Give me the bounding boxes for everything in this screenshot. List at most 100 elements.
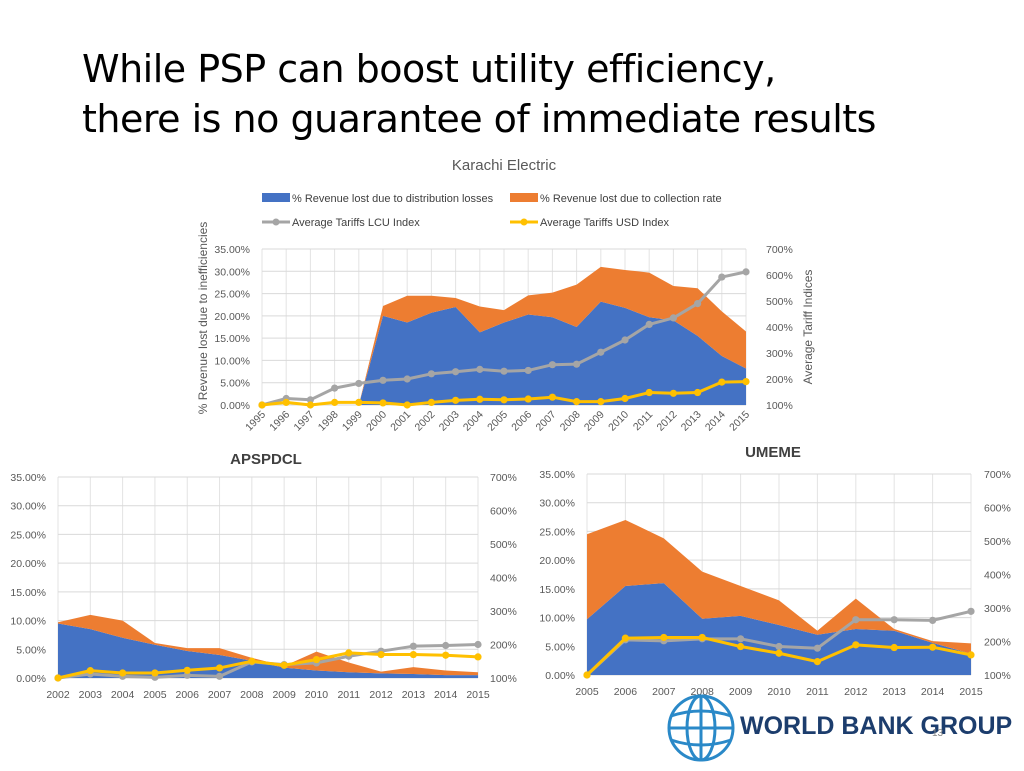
x-tick-label: 2011 [806, 686, 829, 698]
point-usd-index [524, 395, 532, 403]
point-usd-index [403, 401, 411, 409]
x-tick-label: 2001 [388, 409, 413, 434]
legend-label: Average Tariffs USD Index [540, 217, 670, 229]
y-tick-label: 20.00% [539, 555, 575, 567]
y2-axis-label: Average Tariff Indices [801, 270, 815, 385]
legend-item: % Revenue lost due to distribution losse… [262, 193, 494, 205]
point-usd-index [597, 398, 605, 406]
y-tick-label: 10.00% [214, 355, 250, 367]
area-distribution-losses [58, 623, 478, 678]
y-tick-label: 0.00% [545, 670, 575, 682]
point-usd-index [474, 653, 482, 661]
point-lcu-index [775, 642, 783, 651]
y-axis-label: % Revenue lost due to inefficiencies [196, 222, 210, 415]
x-tick-label: 2009 [729, 686, 753, 698]
point-lcu-index [500, 367, 508, 375]
chart-title-apspdcl: APSPDCL [230, 451, 302, 468]
x-tick-label: 2013 [402, 689, 426, 701]
y2-tick-label: 400% [766, 322, 793, 334]
x-tick-label: 2014 [921, 686, 945, 698]
y-tick-label: 35.00% [214, 244, 250, 256]
point-usd-index [379, 399, 387, 407]
y-tick-label: 30.00% [214, 266, 250, 278]
point-lcu-index [306, 396, 314, 404]
point-lcu-index [967, 607, 975, 615]
y2-tick-label: 400% [984, 570, 1011, 582]
x-tick-label: 2011 [631, 409, 656, 434]
x-tick-label: 2004 [461, 409, 486, 434]
point-usd-index [694, 388, 702, 397]
point-usd-index [409, 650, 417, 659]
legend-item: Average Tariffs LCU Index [262, 217, 420, 229]
legend-marker [272, 218, 280, 226]
point-usd-index [377, 650, 385, 659]
x-tick-label: 2003 [437, 409, 462, 434]
y-tick-label: 15.00% [214, 333, 250, 345]
x-tick-label: 2002 [46, 689, 70, 701]
chart-apspdcl: APSPDCL 0.00% 5.00% 10.00% 15.00% 20.00% 25.00… [10, 451, 516, 701]
point-usd-index [331, 398, 339, 406]
x-tick-label: 2015 [727, 409, 752, 434]
x-tick-label: 2013 [883, 686, 907, 698]
point-usd-index [442, 651, 450, 659]
x-tick-label: 2008 [240, 689, 264, 701]
y2-tick-label: 500% [984, 536, 1011, 548]
point-lcu-index [524, 366, 532, 375]
point-lcu-index [215, 672, 224, 680]
point-usd-index [119, 669, 127, 677]
x-tick-label: 2015 [959, 686, 983, 698]
point-usd-index [258, 401, 266, 409]
point-usd-index [929, 643, 937, 651]
chart-title-umeme: UMEME [745, 444, 801, 461]
legend-item: % Revenue lost due to collection rate [510, 193, 722, 205]
x-tick-label: 2006 [509, 409, 534, 434]
logo-text: WORLD BANK GROUP [740, 712, 1013, 740]
y-tick-label: 35.00% [10, 472, 46, 484]
x-tick-label: 1996 [267, 409, 292, 434]
point-usd-index [660, 633, 668, 642]
point-usd-index [813, 658, 822, 666]
x-tick-label: 2012 [844, 686, 868, 698]
point-lcu-index [427, 370, 435, 378]
slide-title-line-1: While PSP can boost utility efficiency, [82, 47, 776, 91]
y-tick-label: 30.00% [539, 498, 575, 510]
x-tick-label: 2010 [767, 686, 791, 698]
point-lcu-index [379, 376, 387, 384]
legend-marker [520, 218, 528, 226]
point-usd-index [718, 378, 726, 386]
point-usd-index [183, 666, 191, 674]
y2-tick-label: 600% [984, 503, 1011, 515]
y-tick-label: 5.00% [545, 641, 575, 653]
point-lcu-index [476, 365, 484, 373]
x-tick-label: 2000 [364, 409, 389, 434]
point-usd-index [742, 378, 750, 386]
point-lcu-index [452, 368, 460, 376]
point-usd-index [355, 398, 363, 406]
y-tick-label: 30.00% [10, 501, 46, 513]
point-lcu-index [621, 336, 629, 344]
x-tick-label: 1995 [243, 409, 268, 434]
slide-title-line-2: there is no guarantee of immediate resul… [82, 97, 876, 141]
point-usd-index [54, 674, 62, 682]
x-tick-label: 2007 [208, 689, 232, 701]
x-tick-label: 2009 [272, 689, 296, 701]
point-lcu-index [442, 641, 450, 650]
x-tick-label: 2005 [143, 689, 167, 701]
y2-tick-label: 100% [984, 670, 1011, 682]
point-lcu-index [852, 616, 860, 624]
x-tick-label: 2015 [466, 689, 490, 701]
y2-tick-label: 600% [490, 506, 517, 518]
y2-tick-label: 500% [766, 296, 793, 308]
point-usd-index [737, 642, 745, 651]
y-tick-label: 35.00% [539, 469, 575, 481]
y2-tick-label: 200% [490, 640, 517, 652]
x-tick-label: 2006 [176, 689, 200, 701]
point-lcu-index [548, 361, 557, 369]
x-tick-label: 2012 [369, 689, 393, 701]
legend-label: % Revenue lost due to distribution losse… [292, 193, 494, 205]
point-lcu-index [737, 635, 745, 643]
slide-title: While PSP can boost utility efficiency, … [82, 44, 876, 144]
x-tick-label: 2004 [111, 689, 135, 701]
page-number: 13 [932, 728, 944, 739]
point-lcu-index [645, 320, 653, 328]
